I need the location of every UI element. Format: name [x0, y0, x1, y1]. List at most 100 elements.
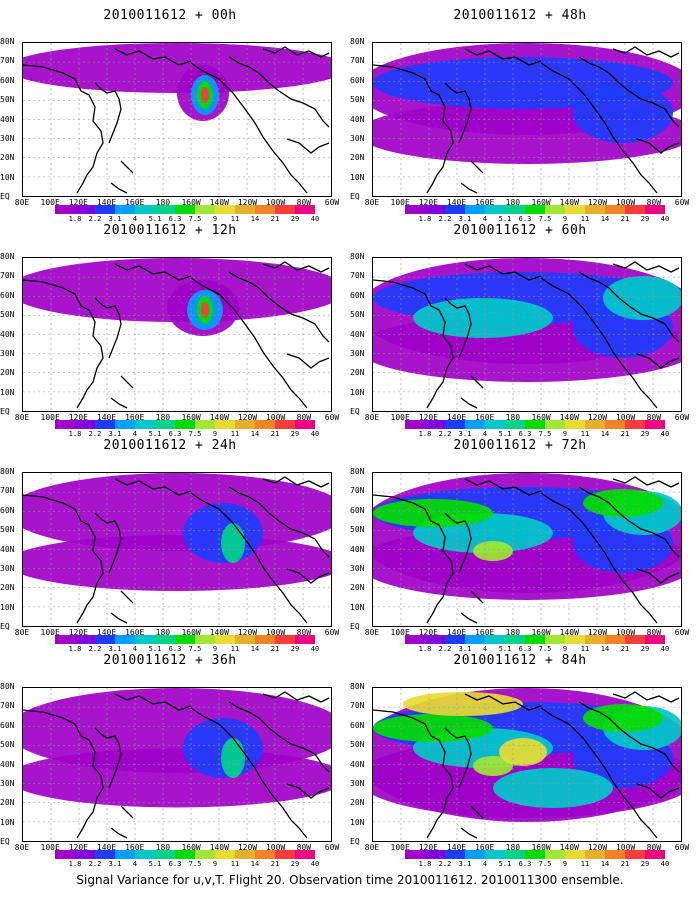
colorbar: [405, 635, 665, 644]
lon-tick-label: 140E: [446, 628, 467, 637]
lat-tick-label: 20N: [0, 798, 15, 808]
lon-tick-label: 140W: [209, 628, 229, 637]
colorbar-swatch: [625, 850, 645, 859]
colorbar-swatch: [505, 205, 525, 214]
panel-title: 2010011612 + 36h: [103, 653, 237, 668]
colorbar-label: 40: [660, 215, 670, 223]
colorbar-swatch: [235, 420, 255, 429]
colorbar: [55, 635, 315, 644]
colorbar-label: 14: [250, 430, 260, 438]
colorbar-swatch: [195, 635, 215, 644]
colorbar-label: 11: [580, 430, 590, 438]
variance-contour: [583, 704, 663, 732]
colorbar-label: 6.3: [168, 430, 182, 438]
variance-contour: [603, 276, 681, 320]
lon-tick-label: 120W: [237, 198, 258, 207]
coastline: [444, 297, 472, 359]
colorbar-swatch: [215, 850, 235, 859]
lat-tick-label: 80N: [350, 467, 365, 476]
lat-tick-label: 40N: [0, 114, 15, 124]
lat-tick-label: 60N: [350, 505, 365, 515]
colorbar-label: 2.2: [438, 860, 452, 868]
colorbar: [55, 850, 315, 859]
colorbar-swatch: [605, 850, 625, 859]
colorbar-label: 9: [562, 645, 568, 653]
colorbar-swatch: [485, 205, 505, 214]
coastline: [460, 612, 478, 624]
lon-tick-label: 180: [505, 198, 521, 207]
lat-tick-label: 60N: [0, 75, 15, 85]
lat-tick-label: 70N: [0, 701, 15, 711]
forecast-panel: 2010011612 + 24h 80N 70N 60N 50N 40N 30N 20N 10N…: [0, 438, 340, 656]
lon-tick-label: 80W: [296, 843, 312, 852]
lon-tick-label: 160W: [531, 413, 551, 422]
lon-tick-label: 160W: [181, 843, 201, 852]
lat-tick-label: 70N: [0, 486, 15, 496]
lat-tick-label: 80N: [350, 252, 365, 261]
colorbar-label: 3.1: [108, 430, 122, 438]
coastline: [228, 486, 330, 558]
forecast-panel: 2010011612 + 48h 80N 70N 60N 50N 40N 30N 20N 10N…: [350, 8, 690, 226]
colorbar-swatch: [95, 850, 115, 859]
variance-contour: [201, 87, 209, 103]
lat-tick-label: 50N: [0, 525, 15, 535]
coastline: [464, 478, 542, 496]
lon-tick-label: 60W: [324, 413, 340, 422]
coastline: [612, 691, 680, 703]
colorbar-swatch: [115, 850, 135, 859]
colorbar-label: 5.1: [148, 645, 162, 653]
colorbar-label: 4: [482, 860, 488, 868]
colorbar-swatch: [215, 205, 235, 214]
lat-tick-label: EQ: [0, 837, 10, 846]
colorbar: [55, 205, 315, 214]
lon-tick-label: 80E: [14, 628, 30, 637]
coastline: [540, 62, 658, 194]
colorbar-label: 6.3: [168, 860, 182, 868]
colorbar-label: 14: [600, 215, 610, 223]
colorbar-label: 7.5: [188, 645, 202, 653]
lon-tick-label: 100E: [390, 198, 410, 207]
lon-tick-label: 100E: [390, 843, 410, 852]
coastline: [540, 707, 658, 839]
lat-tick-label: EQ: [0, 407, 10, 416]
coastline: [120, 375, 134, 389]
lat-tick-label: 10N: [0, 172, 15, 182]
figure-caption: Signal Variance for u,v,T. Flight 20. Ob…: [76, 873, 624, 887]
colorbar-label: 6.3: [518, 215, 532, 223]
colorbar-label: 5.1: [498, 860, 512, 868]
lat-tick-label: 30N: [0, 563, 15, 573]
colorbar-label: 1.8: [68, 645, 82, 653]
lon-tick-label: 100W: [615, 843, 636, 852]
colorbar-label: 14: [600, 860, 610, 868]
lon-tick-label: 120W: [587, 413, 608, 422]
colorbar-label: 6.3: [518, 860, 532, 868]
variance-contour: [473, 541, 513, 561]
colorbar-label: 40: [310, 860, 320, 868]
coastline: [578, 271, 680, 343]
colorbar-label: 2.2: [88, 215, 102, 223]
coastline: [636, 138, 680, 154]
lon-tick-label: 60W: [324, 628, 340, 637]
coastline: [470, 160, 484, 174]
coastline: [228, 271, 330, 343]
lon-tick-label: 100W: [265, 413, 286, 422]
lat-tick-label: 60N: [0, 505, 15, 515]
lon-tick-label: 100W: [265, 628, 286, 637]
colorbar-label: 3.1: [458, 860, 472, 868]
lon-tick-label: 120W: [237, 628, 258, 637]
coastline: [464, 48, 542, 66]
colorbar-swatch: [605, 635, 625, 644]
lat-tick-label: 50N: [0, 310, 15, 320]
colorbar-label: 29: [640, 430, 650, 438]
lon-tick-label: 180: [505, 628, 521, 637]
colorbar-label: 5.1: [498, 645, 512, 653]
colorbar-label: 29: [290, 645, 300, 653]
colorbar-label: 14: [250, 215, 260, 223]
colorbar-label: 29: [290, 215, 300, 223]
colorbar-swatch: [425, 635, 445, 644]
lat-tick-label: 70N: [350, 486, 365, 496]
lat-tick-label: 40N: [350, 544, 365, 554]
coastline: [120, 590, 134, 604]
colorbar-swatch: [465, 420, 485, 429]
colorbar-label: 14: [600, 645, 610, 653]
